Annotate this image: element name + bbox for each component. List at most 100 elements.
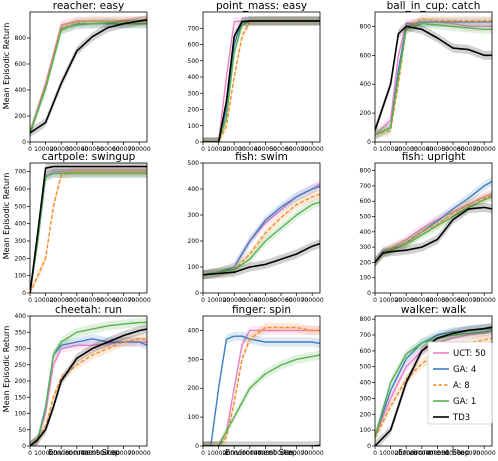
x-tick-label: 0 — [373, 450, 377, 457]
y-tick-label: 300 — [360, 395, 372, 402]
series-band — [203, 239, 320, 280]
series-line — [30, 172, 147, 293]
x-tick-label: 400000 — [426, 146, 449, 153]
y-tick-label: 250 — [15, 362, 27, 369]
x-tick-label: 300000 — [410, 146, 433, 153]
x-tick-label: 0 — [201, 146, 205, 153]
series-line — [375, 180, 492, 263]
x-tick-label: 500000 — [270, 146, 293, 153]
series-group — [375, 14, 492, 140]
series-line — [375, 337, 492, 439]
x-tick-label: 0 — [28, 450, 32, 457]
plot-frame — [29, 162, 148, 294]
y-tick-label: 500 — [360, 214, 372, 221]
x-tick-label: 200000 — [223, 450, 246, 457]
y-tick-label: 50 — [18, 427, 26, 434]
x-tick-label: 0 — [28, 146, 32, 153]
x-tick-label: 200000 — [50, 146, 73, 153]
x-tick-label: 600000 — [457, 146, 480, 153]
y-tick-label: 0 — [195, 139, 199, 146]
series-line — [203, 354, 320, 446]
x-tick-label: 500000 — [97, 297, 120, 304]
legend-entry: UCT: 50 — [433, 349, 486, 359]
x-tick-label: 200000 — [223, 146, 246, 153]
x-tick-label: 200000 — [50, 450, 73, 457]
series-band — [30, 334, 147, 446]
y-tick-label: 100 — [188, 264, 200, 271]
series-band — [203, 189, 320, 280]
y-tick-label: 400 — [15, 221, 27, 228]
panel-title: cartpole: swingup — [42, 151, 136, 163]
x-tick-label: 300000 — [65, 450, 88, 457]
series-line — [30, 19, 147, 134]
series-band — [203, 179, 320, 280]
series-band — [375, 327, 492, 441]
y-tick-label: 400 — [188, 327, 200, 334]
y-tick-label: 100 — [15, 411, 27, 418]
y-tick-label: 200 — [360, 110, 372, 117]
series-line — [30, 21, 147, 134]
x-tick-label: 500000 — [442, 297, 465, 304]
x-tick-label: 400000 — [254, 450, 277, 457]
x-tick-label: 400000 — [426, 450, 449, 457]
y-tick-label: 600 — [360, 198, 372, 205]
y-tick-label: 700 — [188, 25, 200, 32]
x-tick-label: 500000 — [270, 297, 293, 304]
y-tick-label: 0 — [22, 443, 26, 450]
x-tick-label: 200000 — [50, 297, 73, 304]
y-tick-label: 100 — [188, 123, 200, 130]
y-tick-label: 300 — [188, 90, 200, 97]
x-tick-label: 600000 — [112, 450, 135, 457]
x-tick-label: 700000 — [473, 146, 496, 153]
x-tick-label: 0 — [201, 297, 205, 304]
y-tick-label: 500 — [188, 58, 200, 65]
x-tick-label: 200000 — [395, 450, 418, 457]
y-tick-label: 500 — [15, 203, 27, 210]
x-tick-label: 600000 — [457, 297, 480, 304]
series-group — [30, 317, 147, 446]
series-line — [30, 321, 147, 446]
y-tick-label: 0 — [367, 139, 371, 146]
series-band — [375, 14, 492, 140]
legend-entry: GA: 1 — [433, 397, 476, 407]
x-tick-label: 500000 — [270, 450, 293, 457]
y-tick-label: 0 — [22, 139, 26, 146]
x-tick-label: 100000 — [34, 450, 57, 457]
y-tick-label: 150 — [15, 394, 27, 401]
y-tick-label: 700 — [360, 183, 372, 190]
series-line — [203, 242, 320, 276]
x-tick-label: 100000 — [34, 297, 57, 304]
y-tick-label: 0 — [22, 290, 26, 297]
y-tick-label: 200 — [15, 255, 27, 262]
plot-frame — [202, 315, 321, 447]
x-tick-label: 0 — [373, 146, 377, 153]
x-tick-label: 500000 — [97, 450, 120, 457]
y-tick-label: 700 — [360, 332, 372, 339]
y-tick-label: 100 — [360, 275, 372, 282]
x-tick-label: 700000 — [473, 297, 496, 304]
x-tick-label: 100000 — [379, 297, 402, 304]
plot-frame — [374, 11, 493, 143]
y-tick-label: 400 — [360, 229, 372, 236]
plot-area — [375, 12, 492, 142]
x-tick-label: 100000 — [379, 146, 402, 153]
x-tick-label: 700000 — [301, 146, 324, 153]
x-tick-label: 300000 — [65, 297, 88, 304]
x-tick-label: 500000 — [442, 450, 465, 457]
x-tick-label: 300000 — [238, 146, 261, 153]
y-tick-label: 0 — [367, 290, 371, 297]
series-band — [203, 331, 320, 446]
legend: UCT: 50 GA: 4 A: 8 GA: 1 TD3 — [427, 341, 493, 425]
y-tick-label: 300 — [15, 238, 27, 245]
y-tick-label: 700 — [15, 169, 27, 176]
x-tick-label: 700000 — [128, 297, 151, 304]
y-tick-label: 200 — [15, 113, 27, 120]
y-tick-label: 800 — [360, 316, 372, 323]
plot-frame — [29, 11, 148, 143]
y-tick-label: 300 — [360, 244, 372, 251]
